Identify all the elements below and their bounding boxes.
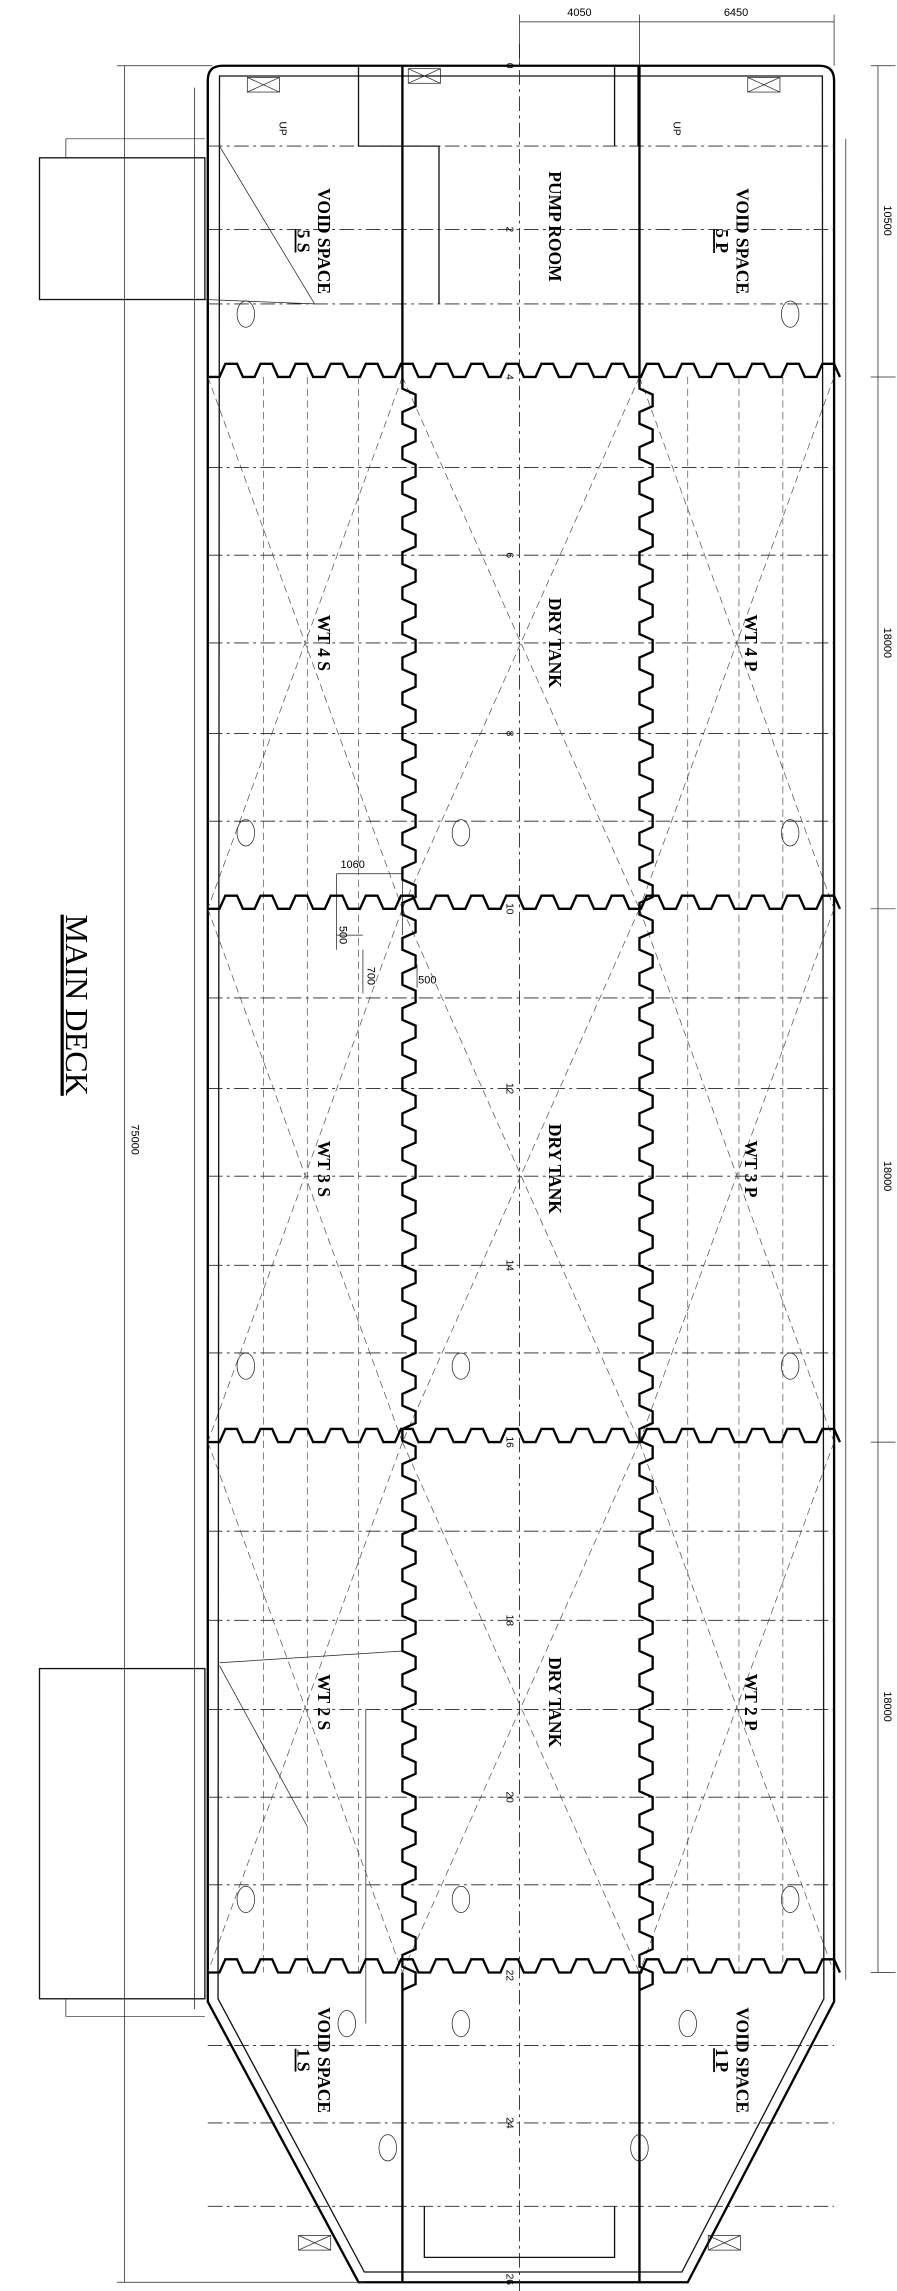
hole: [451, 2010, 471, 2038]
dim-label: 10500: [881, 205, 893, 235]
dim-label: 1060: [340, 859, 364, 871]
hole: [337, 2010, 356, 2038]
hole: [678, 2010, 697, 2038]
hatch: [298, 2235, 332, 2251]
side-box: [38, 1667, 206, 2000]
transverse-bulkhead: [207, 894, 842, 910]
diagonal: [207, 1441, 403, 1973]
compartment-name: VOID SPACE: [314, 188, 334, 294]
diagonal: [402, 376, 640, 909]
frame-number: 22: [504, 1970, 515, 1982]
frame-number: 8: [504, 731, 515, 737]
hole: [781, 1352, 800, 1380]
hole: [781, 300, 800, 328]
compartment-number: 1 S: [293, 2049, 313, 2072]
compartment-name: WT 4 S: [314, 615, 334, 671]
frame-number: 12: [504, 1083, 515, 1095]
dim-label: 4050: [567, 7, 591, 19]
compartment-name: WT 3 S: [314, 1141, 334, 1197]
frame-number: 16: [504, 1436, 515, 1448]
hatch: [707, 2235, 741, 2251]
hatch-cross: [298, 2235, 331, 2251]
frame-number: 24: [504, 2117, 515, 2129]
overall-dim-line: [117, 65, 366, 2283]
compartment-name: DRY TANK: [545, 1657, 565, 1747]
diagonal: [207, 908, 403, 1443]
diagonal: [207, 376, 403, 909]
longitudinal-bulkhead: [401, 376, 417, 1992]
frame-number: 10: [504, 903, 515, 915]
frame-number: 2: [504, 227, 515, 233]
transverse-bulkhead: [207, 362, 842, 379]
diagonal: [402, 908, 640, 1443]
compartment-name: PUMP ROOM: [545, 171, 565, 282]
longitudinal-bulkhead: [638, 376, 654, 1992]
dim-label: 500: [337, 926, 349, 944]
hole: [236, 1885, 255, 1913]
hole: [451, 819, 471, 847]
hole: [630, 2134, 649, 2162]
dim-label: 18000: [881, 628, 893, 658]
hull-inner: [217, 75, 825, 2273]
transverse-bulkhead: [207, 1958, 842, 1974]
compartment-name: DRY TANK: [545, 1124, 565, 1214]
hole: [236, 1352, 255, 1380]
diagonal: [639, 376, 835, 909]
hole: [781, 1885, 800, 1913]
compartment-name: VOID SPACE: [732, 188, 752, 294]
hole: [236, 300, 255, 328]
frame-number: 26: [504, 2274, 515, 2286]
frame-number: 0: [504, 63, 515, 69]
hatch-cross: [408, 68, 441, 84]
compartment-name: WT 3 P: [741, 1140, 761, 1197]
diagonal: [639, 1441, 835, 1973]
detail-dim-line: [336, 873, 418, 994]
hatch: [246, 77, 280, 93]
up-label: UP: [277, 121, 288, 135]
compartment-name: DRY TANK: [545, 598, 565, 688]
compartment-name: WT 2 S: [314, 1674, 334, 1730]
side-box: [38, 157, 206, 301]
dim-label: 18000: [881, 1691, 893, 1721]
up-label: UP: [670, 121, 681, 135]
frame-number: 14: [504, 1260, 515, 1272]
dim-label: 75000: [129, 1124, 141, 1154]
diagonal: [639, 908, 835, 1443]
compartment-number: 5 P: [712, 229, 732, 253]
title: MAIN DECK: [59, 915, 95, 1096]
hole: [451, 1885, 471, 1913]
compartment-name: WT 2 P: [741, 1674, 761, 1731]
hole: [378, 2134, 397, 2162]
compartment-name: VOID SPACE: [732, 2007, 752, 2113]
hatch: [407, 68, 441, 84]
dim-label: 6450: [724, 7, 748, 19]
diagonal: [402, 1441, 640, 1973]
compartment-number: 1 P: [712, 2048, 732, 2072]
compartment-name: WT 4 P: [741, 614, 761, 671]
dim-label: 700: [364, 967, 376, 985]
frame-number: 18: [504, 1615, 515, 1627]
structure: [357, 65, 639, 2259]
hatch-cross: [747, 77, 781, 93]
hatch: [747, 77, 781, 93]
dim-label: 500: [418, 974, 436, 986]
hole: [236, 819, 255, 847]
side-detail: [65, 138, 403, 2024]
top-dim-line: [519, 14, 835, 66]
hatch-cross: [708, 2235, 741, 2251]
hole: [451, 1352, 471, 1380]
transverse-bulkhead: [207, 1427, 842, 1444]
compartment-name: VOID SPACE: [314, 2007, 334, 2113]
hull-outline: [206, 64, 836, 2284]
dim-label: 18000: [881, 1161, 893, 1191]
frame-number: 20: [504, 1791, 515, 1803]
hatch-cross: [247, 77, 280, 93]
compartment-number: 5 S: [293, 230, 313, 253]
right-dim-line: [870, 65, 896, 1973]
frame-number: 4: [504, 374, 515, 380]
frame-number: 6: [504, 552, 515, 558]
hole: [781, 819, 800, 847]
